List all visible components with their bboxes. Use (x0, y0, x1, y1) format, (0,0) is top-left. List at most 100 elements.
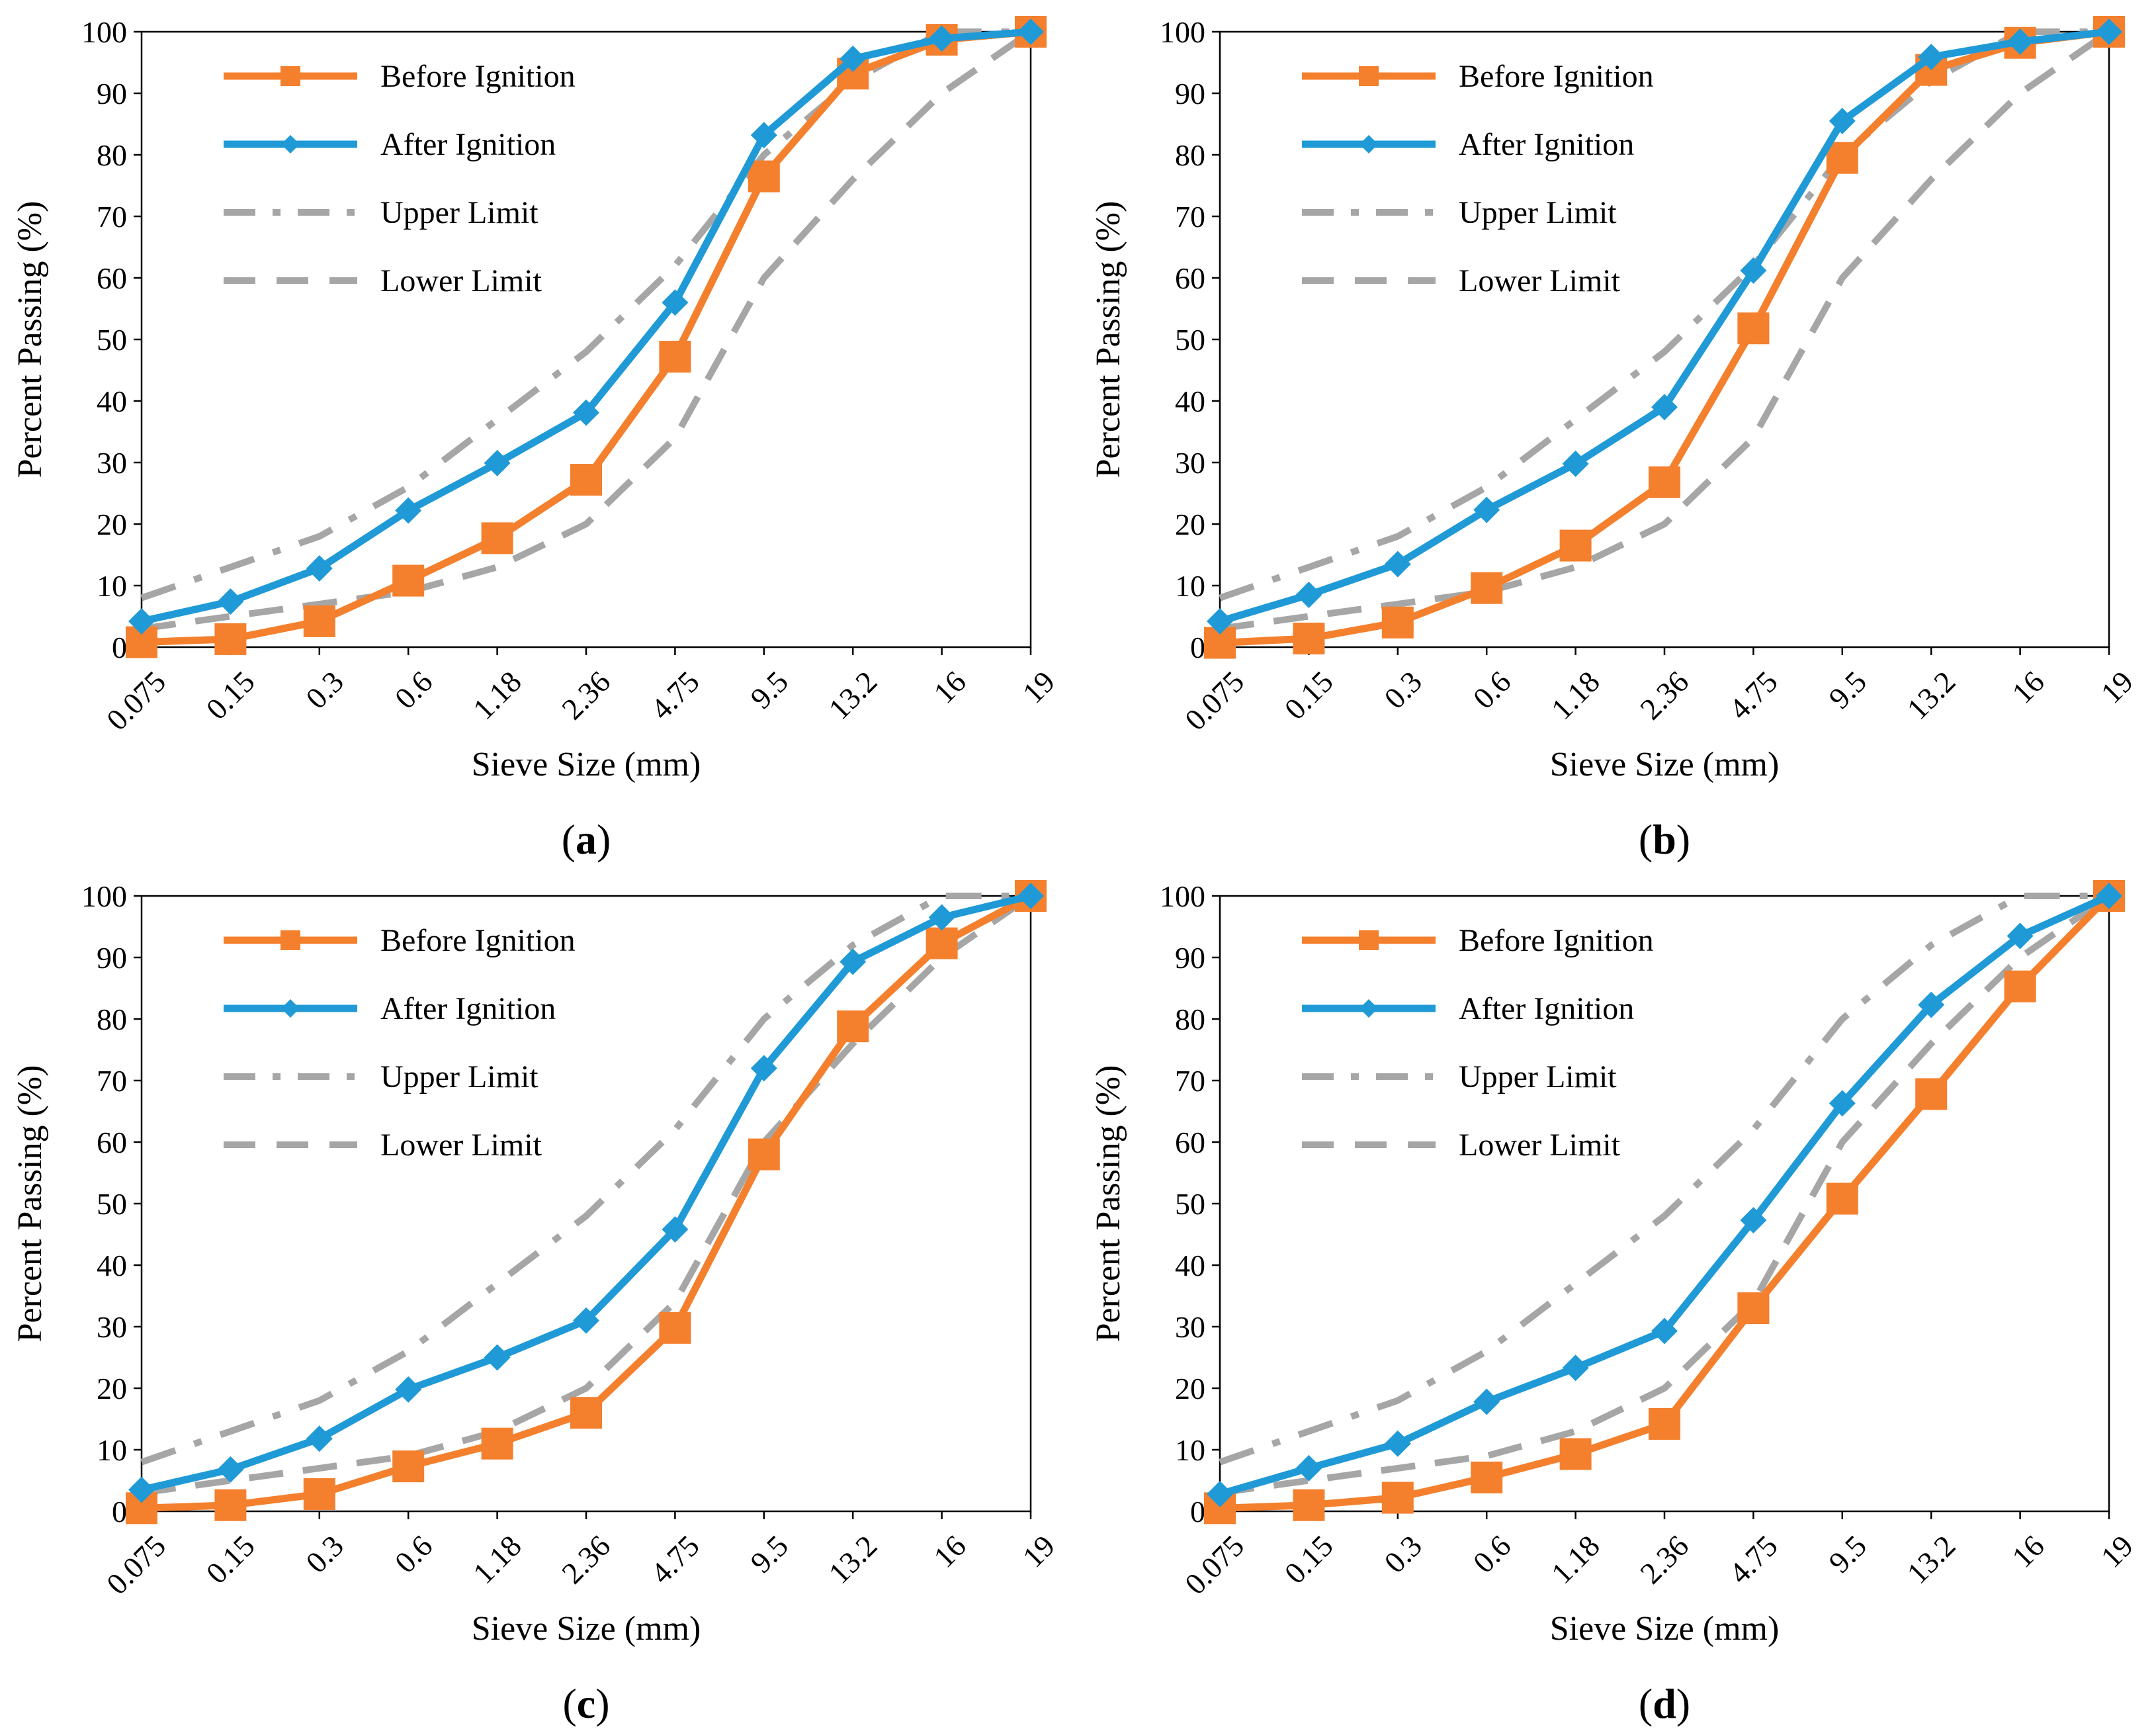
data-point-diamond (1918, 991, 1945, 1018)
legend-marker-square (280, 66, 300, 86)
data-point-diamond (217, 1456, 244, 1483)
x-tick-label: 0.15 (200, 664, 261, 726)
data-point-diamond (840, 948, 867, 975)
y-tick-label: 80 (97, 1002, 127, 1036)
x-tick-label: 1.18 (466, 664, 528, 726)
data-point-square (214, 1489, 247, 1521)
series-line-lower-limit (1219, 28, 2111, 633)
y-tick-label: 90 (1175, 77, 1205, 111)
y-tick-label: 0 (112, 631, 127, 664)
y-tick-label: 100 (1160, 879, 1205, 913)
data-point-diamond (2006, 922, 2034, 950)
x-tick-label: 0.075 (100, 1529, 172, 1601)
data-point-square (1915, 1078, 1948, 1110)
legend-label: After Ignition (380, 991, 556, 1026)
legend-label: Upper Limit (1459, 1059, 1617, 1094)
data-point-square (1559, 529, 1592, 562)
data-point-diamond (1384, 1430, 1411, 1457)
y-tick-label: 30 (97, 1310, 127, 1344)
data-point-square (926, 927, 958, 959)
x-tick-label: 2.36 (555, 1529, 617, 1590)
x-axis-title: Sieve Size (mm) (472, 746, 701, 783)
data-point-diamond (484, 449, 511, 476)
x-tick-label: 1.18 (1545, 664, 1606, 726)
data-point-square (1826, 142, 1858, 174)
x-tick-label: 0.6 (388, 1529, 439, 1579)
y-tick-label: 90 (97, 77, 127, 111)
x-tick-label: 0.3 (299, 1529, 350, 1579)
y-tick-label: 50 (1175, 323, 1205, 357)
chart-panel-d: 0 10 20 30 40 50 60 70 80 90 100 0.075 0.15 0.3 0.6 1.1… (1078, 864, 2156, 1728)
x-tick-label: 2.36 (1633, 1529, 1695, 1590)
x-tick-label: 4.75 (644, 1529, 706, 1590)
chart-b: 0 10 20 30 40 50 60 70 80 90 100 0.075 0.15 0.3 0.6 1.1… (1090, 15, 2139, 863)
data-point-diamond (1384, 551, 1411, 578)
data-point-diamond (1740, 1207, 1767, 1234)
data-point-diamond (2006, 28, 2034, 55)
y-tick-label: 40 (97, 384, 127, 418)
data-point-square (214, 623, 247, 655)
legend-label: Upper Limit (380, 195, 539, 230)
chart-panel-b: 0 10 20 30 40 50 60 70 80 90 100 0.075 0.15 0.3 0.6 1.1… (1078, 0, 2156, 864)
data-point-diamond (750, 1055, 777, 1082)
data-point-square (1471, 1461, 1503, 1493)
data-point-diamond (1295, 1454, 1322, 1482)
data-point-diamond (1473, 496, 1500, 523)
y-tick-label: 20 (1175, 1372, 1205, 1405)
data-point-square (1649, 466, 1680, 498)
y-tick-label: 70 (97, 1064, 127, 1098)
data-point-square (392, 1450, 425, 1483)
data-point-diamond (1562, 450, 1589, 477)
x-tick-label: 1.18 (1545, 1529, 1606, 1590)
series-line-upper-limit (140, 28, 1031, 601)
x-tick-label: 0.075 (1178, 664, 1250, 736)
y-tick-label: 70 (1175, 1064, 1205, 1098)
x-tick-label: 0.6 (1467, 664, 1518, 715)
data-point-diamond (1473, 1388, 1500, 1415)
legend-marker-diamond (1359, 999, 1378, 1018)
x-tick-label: 0.6 (1467, 1529, 1518, 1579)
y-axis-title: Percent Passing (%) (1090, 1065, 1127, 1343)
panel-label: (a) (562, 816, 611, 863)
y-tick-label: 60 (1175, 261, 1205, 295)
data-point-square (1826, 1182, 1858, 1215)
x-axis-title: Sieve Size (mm) (472, 1610, 701, 1648)
data-point-diamond (1295, 581, 1322, 608)
y-tick-label: 40 (1175, 384, 1205, 418)
x-tick-label: 9.5 (1822, 664, 1873, 715)
legend-marker-square (280, 930, 300, 950)
data-point-diamond (1017, 19, 1044, 45)
panel-label: (d) (1639, 1680, 1690, 1727)
y-tick-label: 30 (1175, 1310, 1205, 1344)
y-tick-label: 40 (97, 1249, 127, 1282)
data-point-diamond (128, 1476, 155, 1503)
data-point-diamond (662, 1216, 689, 1243)
series-line-upper-limit (140, 893, 1031, 1466)
y-tick-label: 50 (97, 323, 127, 357)
x-tick-label: 16 (2005, 1529, 2051, 1574)
data-point-square (1293, 622, 1325, 654)
series-line-upper-limit (1219, 893, 2109, 1466)
x-tick-label: 2.36 (555, 664, 617, 726)
data-point-square (1381, 1482, 1414, 1514)
data-point-square (481, 522, 513, 554)
chart-panel-a: 0 10 20 30 40 50 60 70 80 90 100 0.075 0.15 0.3 0.6 1.1… (0, 0, 1078, 864)
data-point-square (748, 160, 780, 193)
data-point-diamond (1740, 257, 1767, 284)
chart-panel-c: 0 10 20 30 40 50 60 70 80 90 100 0.075 0.15 0.3 0.6 1.1… (0, 864, 1078, 1728)
y-tick-label: 10 (1175, 569, 1205, 603)
x-tick-label: 2.36 (1633, 664, 1695, 726)
panel-label: (c) (562, 1680, 609, 1727)
legend-label: Upper Limit (380, 1059, 539, 1094)
y-tick-label: 80 (1175, 138, 1205, 172)
data-point-diamond (928, 904, 955, 931)
x-tick-label: 0.15 (200, 1529, 261, 1590)
x-tick-label: 4.75 (1723, 1529, 1784, 1590)
y-tick-label: 10 (97, 1433, 127, 1467)
y-tick-label: 80 (1175, 1002, 1205, 1036)
x-tick-label: 0.3 (1377, 664, 1428, 715)
data-point-square (2004, 970, 2036, 1002)
data-point-square (303, 605, 335, 637)
x-tick-label: 16 (927, 664, 972, 710)
x-tick-label: 0.6 (388, 664, 439, 715)
